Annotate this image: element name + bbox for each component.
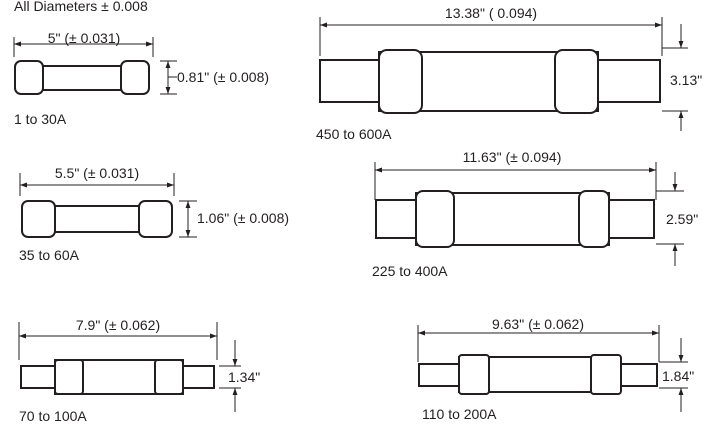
ampere-range-label: 225 to 400A [372,263,448,279]
ampere-range-label: 450 to 600A [316,126,392,142]
length-label: 9.63" (± 0.062) [492,316,584,332]
fuse-right-cap [590,354,622,395]
fuse-110-to-200a: 9.63" (± 0.062) 1.84" 110 to 200A [417,316,694,422]
diameter-label: 3.13" [670,72,702,88]
ampere-range-label: 35 to 60A [19,247,80,263]
fuse-35-to-60a: 5.5" (± 0.031) 1.06" (± 0.008) 35 to 60A [19,165,289,263]
fuse-225-to-400a: 11.63" (± 0.094) 2.59" 225 to 400A [372,149,698,279]
fuse-body [44,205,152,233]
diameter-label: 1.34" [228,369,260,385]
fuse-right-cap [578,190,610,248]
diameter-label: 0.81" (± 0.008) [177,69,269,85]
length-label: 5" (± 0.031) [48,30,121,46]
fuse-70-to-100a: 7.9" (± 0.062) 1.34" 70 to 100A [18,317,260,424]
fuse-right-cap [154,359,184,395]
length-label: 13.38" ( 0.094) [445,5,537,21]
length-label: 5.5" (± 0.031) [55,165,139,181]
fuse-right-cap [554,49,599,114]
diameter-label: 1.06" (± 0.008) [197,210,289,226]
length-label: 7.9" (± 0.062) [76,317,160,333]
diameter-tolerance-note: All Diameters ± 0.008 [14,0,148,14]
fuse-left-cap [14,60,44,95]
ampere-range-label: 1 to 30A [14,111,67,127]
diameter-label: 1.84" [662,368,694,384]
fuse-body [29,65,137,91]
length-label: 11.63" (± 0.094) [463,149,562,165]
ampere-range-label: 110 to 200A [422,406,497,422]
fuse-left-cap [54,359,84,395]
fuse-1-to-30a: 5" (± 0.031) 0.81" (± 0.008) 1 to 30A [13,30,269,127]
fuse-right-cap [120,60,150,95]
ampere-range-label: 70 to 100A [19,408,87,424]
fuse-left-cap [415,190,455,248]
fuse-450-to-600a: 13.38" ( 0.094) 3.13" 450 to 600A [316,5,702,142]
fuse-left-cap [21,200,56,238]
diameter-label: 2.59" [666,211,698,227]
fuse-left-cap [378,49,423,114]
fuse-left-cap [458,354,490,395]
fuse-right-cap [138,200,173,238]
